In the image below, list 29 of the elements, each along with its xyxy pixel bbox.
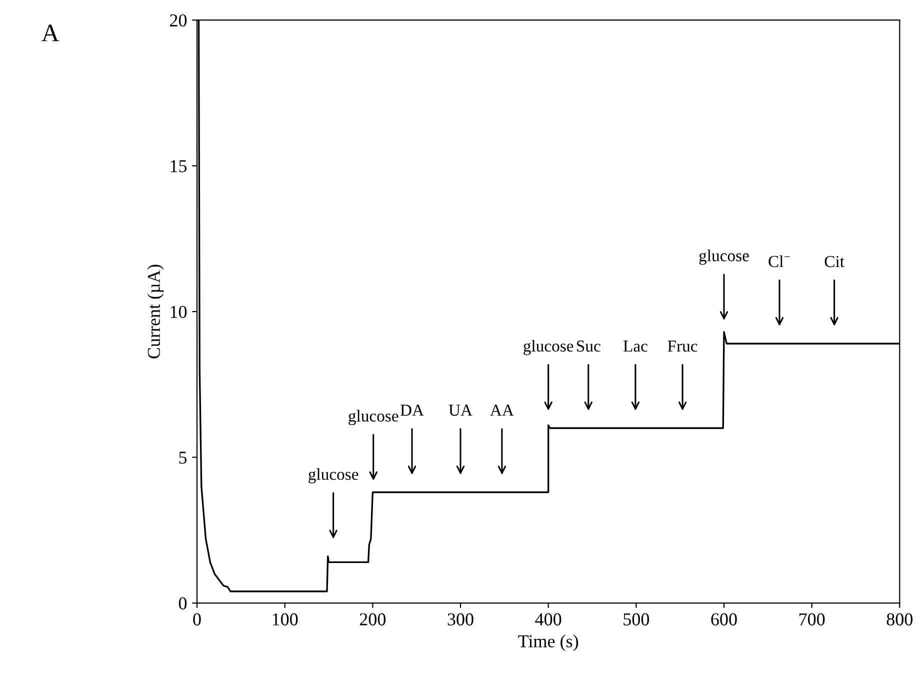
y-tick-label: 20 (170, 14, 187, 27)
x-tick-label: 300 (448, 613, 474, 626)
annotation: glucose (524, 340, 574, 356)
text: A (42, 24, 60, 42)
x-tick-label: 0 (193, 613, 201, 626)
y-tick-label: 5 (179, 452, 187, 464)
annotation: AA (490, 404, 514, 416)
annotation: Suc (576, 340, 600, 352)
x-tick-label: 600 (711, 613, 737, 626)
annotation: Lac (623, 340, 648, 352)
x-tick-label: 100 (272, 613, 298, 626)
y-tick-label: 10 (170, 306, 187, 318)
x-axis-title: Time (s) (518, 634, 578, 652)
y-tick-label: 15 (170, 160, 187, 172)
annotation: Cl$^{−}$ (768, 255, 790, 268)
annotation: Fruc (668, 340, 698, 352)
annotation: Cit (824, 256, 844, 268)
x-tick-label: 200 (360, 613, 386, 626)
annotation: UA (448, 404, 472, 416)
annotation: glucose (348, 410, 398, 426)
x-tick-label: 500 (624, 613, 650, 626)
x-tick-label: 400 (535, 613, 562, 626)
annotation: DA (400, 404, 424, 416)
annotation: glucose (699, 250, 749, 265)
x-tick-label: 700 (799, 613, 825, 626)
annotation: glucose (308, 468, 358, 484)
y-tick-label: 0 (178, 597, 187, 610)
y-axis-title: Current (µA) (147, 264, 164, 358)
x-tick-label: 800 (886, 613, 912, 626)
